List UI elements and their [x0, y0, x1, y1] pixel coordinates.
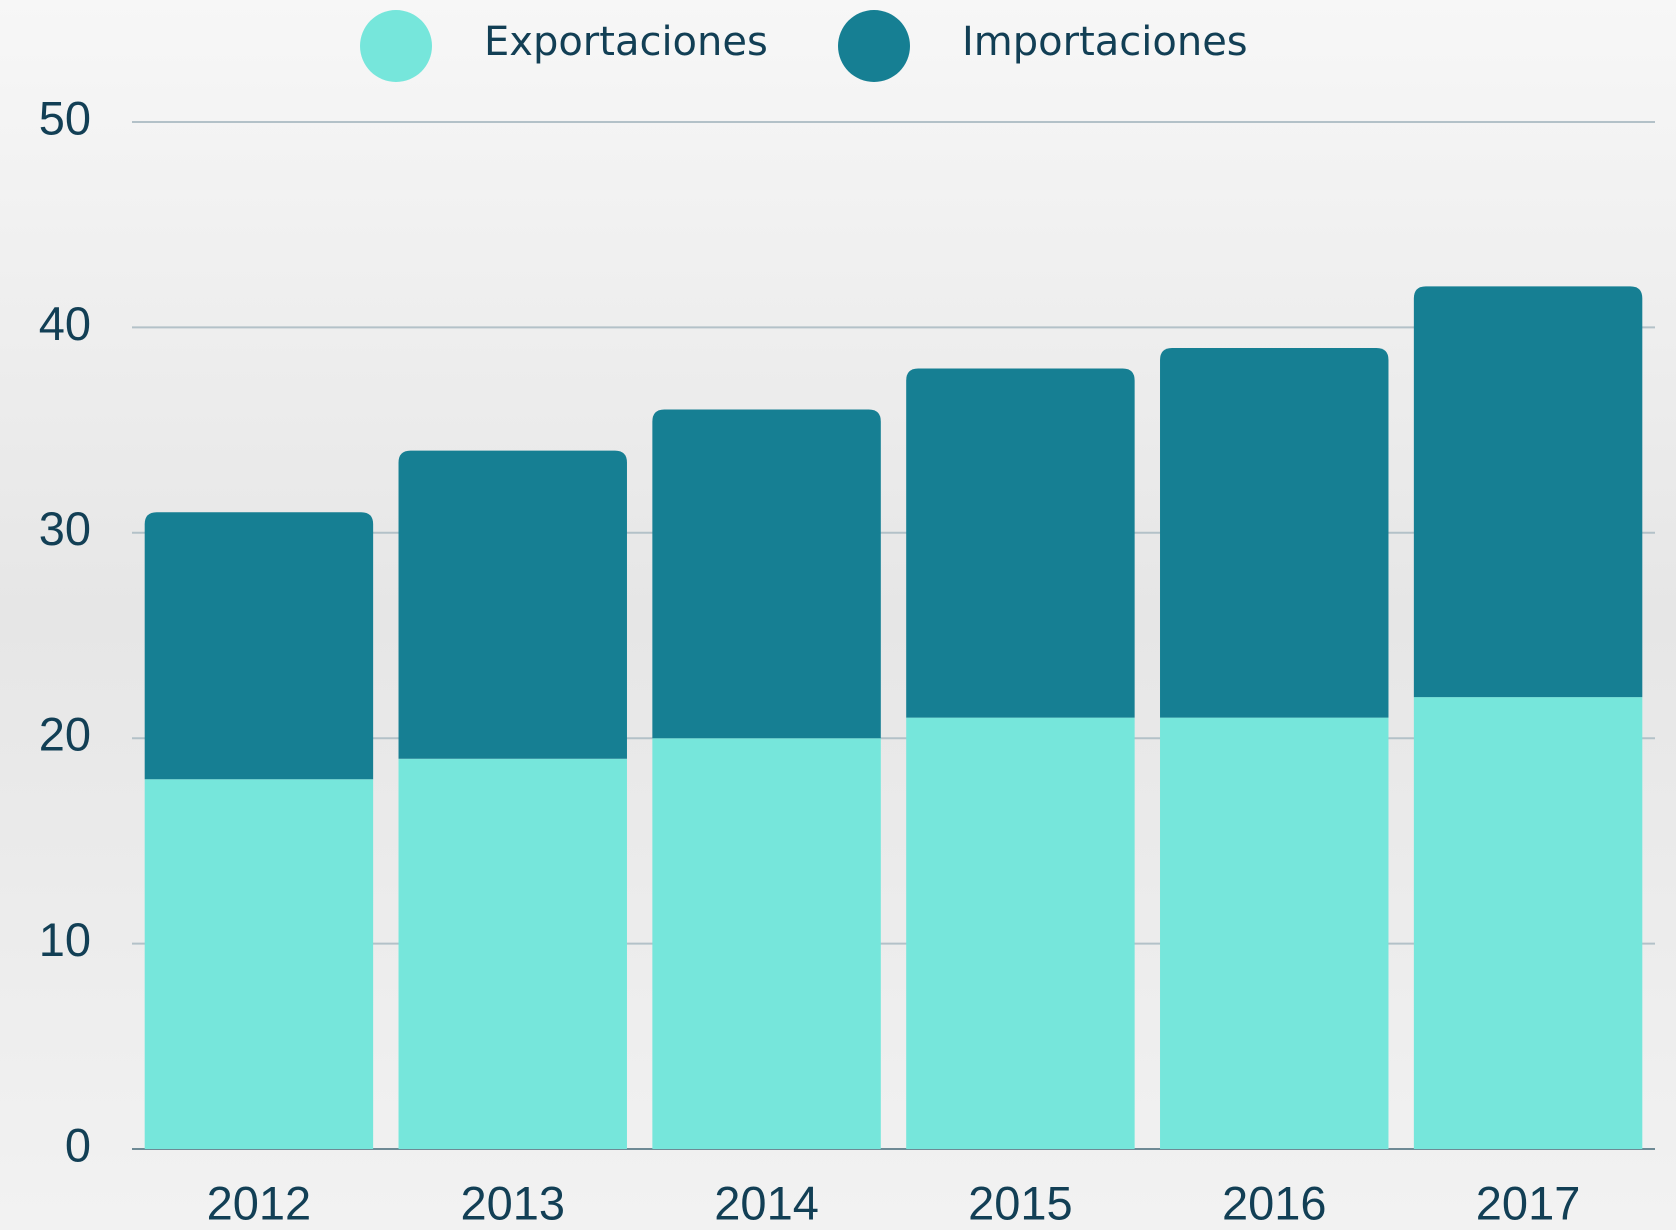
y-tick-label: 40 [39, 297, 91, 350]
legend-label: Exportaciones [484, 19, 768, 65]
x-tick-label: 2012 [207, 1176, 312, 1229]
y-tick-label: 10 [39, 913, 91, 966]
legend-marker [360, 10, 432, 82]
bar-segment [906, 717, 1135, 1149]
x-tick-label: 2016 [1222, 1176, 1327, 1229]
bar-segment [1160, 717, 1389, 1149]
x-tick-label: 2015 [968, 1176, 1073, 1229]
x-tick-label: 2017 [1476, 1176, 1581, 1229]
y-tick-label: 50 [39, 91, 91, 144]
legend-label: Importaciones [962, 19, 1248, 65]
y-tick-label: 0 [65, 1118, 91, 1171]
bar-segment [652, 409, 881, 739]
bar-segment [1160, 347, 1389, 718]
bar-segment [144, 512, 374, 780]
y-tick-label: 30 [39, 502, 91, 555]
bar-segment [652, 738, 881, 1149]
bar-segment [398, 758, 627, 1149]
bar-segment [144, 779, 374, 1149]
x-tick-label: 2013 [460, 1176, 565, 1229]
bar-segment [1413, 697, 1643, 1149]
x-tick-label: 2014 [714, 1176, 819, 1229]
bar-segment [398, 450, 627, 759]
legend-marker [838, 10, 910, 82]
bar-segment [1413, 286, 1643, 698]
y-tick-label: 20 [39, 708, 91, 761]
bar-segment [906, 368, 1135, 718]
